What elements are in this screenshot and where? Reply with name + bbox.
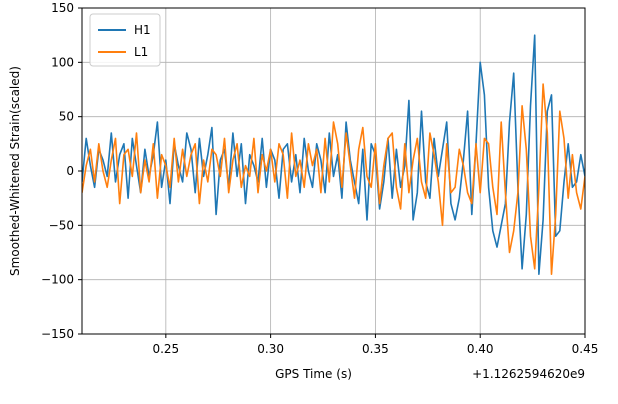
y-tick-label: 150 — [51, 1, 74, 15]
x-tick-label: 0.45 — [572, 342, 599, 356]
legend-box — [89, 13, 161, 67]
x-axis-ticks: 0.25 0.30 0.35 0.40 0.45 — [152, 334, 598, 356]
legend-label-l1: L1 — [134, 45, 148, 59]
y-tick-label: −100 — [41, 273, 74, 287]
x-tick-label: 0.40 — [467, 342, 494, 356]
y-tick-label: 0 — [66, 164, 74, 178]
x-tick-label: 0.30 — [257, 342, 284, 356]
legend-label-h1: H1 — [134, 23, 151, 37]
y-axis-ticks: −150 −100 −50 0 50 100 150 — [41, 1, 82, 341]
x-tick-label: 0.25 — [152, 342, 179, 356]
series-lines — [82, 34, 585, 276]
y-axis-label: Smoothed-Whitened Strain(scaled) — [8, 66, 22, 276]
y-tick-label: −50 — [49, 218, 74, 232]
y-tick-label: −150 — [41, 327, 74, 341]
y-tick-label: 100 — [51, 55, 74, 69]
x-axis-label: GPS Time (s) — [275, 367, 352, 381]
x-tick-label: 0.35 — [362, 342, 389, 356]
legend: H1 L1 — [89, 13, 161, 67]
series-line-l1 — [82, 83, 585, 276]
series-line-h1 — [82, 34, 585, 276]
y-tick-label: 50 — [59, 110, 74, 124]
x-axis-offset-label: +1.1262594620e9 — [472, 367, 585, 381]
